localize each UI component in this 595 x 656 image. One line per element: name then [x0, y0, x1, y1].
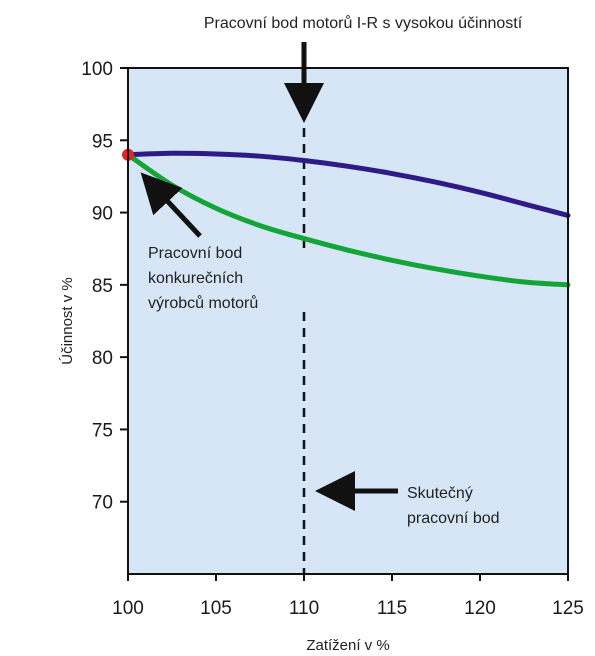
plot-area	[128, 68, 568, 574]
series-group	[125, 150, 571, 288]
x-tick-label: 110	[289, 598, 319, 619]
x-axis-label: Zatížení v %	[306, 637, 389, 654]
y-tick-label: 80	[92, 348, 113, 369]
y-tick-label: 90	[92, 204, 113, 225]
x-tick-label: 115	[377, 598, 407, 619]
y-tick-label: 70	[92, 493, 113, 514]
y-axis-label: Účinnost v %	[59, 277, 76, 365]
competitor-annotation: Pracovní bod konkurečních výrobců motorů	[148, 245, 258, 312]
actual-annotation: Skutečný pracovní bod	[407, 485, 500, 527]
x-tick-label: 120	[464, 598, 496, 619]
y-tick-label: 75	[92, 420, 113, 441]
series-line-1	[125, 152, 571, 288]
x-axis-ticks: 100 105 110 115 120 125	[112, 574, 584, 619]
plot-frame	[127, 67, 569, 575]
actual-annotation-line-1: Skutečný	[407, 485, 473, 502]
competitor-annotation-line-3: výrobců motorů	[148, 294, 258, 312]
actual-annotation-line-2: pracovní bod	[407, 510, 500, 527]
competitor-annotation-line-1: Pracovní bod	[148, 245, 242, 262]
chart-title: Pracovní bod motorů I-R s vysokou účinno…	[204, 14, 523, 32]
y-tick-label: 100	[81, 59, 113, 80]
x-tick-label: 105	[200, 598, 232, 619]
y-axis-ticks: 70 75 80 85 90 95 100	[81, 59, 128, 514]
y-tick-label: 85	[92, 276, 113, 297]
annotation-arrows	[140, 42, 398, 511]
competitor-annotation-line-2: konkurečních	[148, 270, 243, 287]
competitor-arrow	[140, 172, 202, 238]
x-tick-label: 100	[112, 598, 144, 619]
x-tick-label: 125	[552, 598, 584, 619]
y-tick-label: 95	[92, 131, 113, 152]
series-line-0	[125, 150, 571, 218]
